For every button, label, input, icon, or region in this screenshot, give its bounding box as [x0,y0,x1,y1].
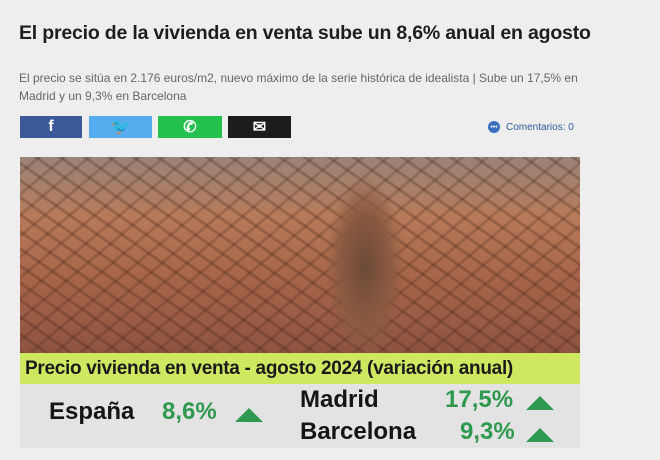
barcelona-aerial-photo [20,157,580,353]
mail-icon: ✉ [252,119,267,136]
change-value-madrid: 17,5% [445,386,514,413]
twitter-icon: 🐦 [110,119,131,136]
comment-bubble-icon: ••• [488,121,500,133]
facebook-icon: f [48,118,54,135]
place-label-barcelona: Barcelona [300,418,417,445]
facebook-share-button[interactable]: f [20,116,82,138]
whatsapp-icon: ✆ [183,119,197,136]
infographic-stats: España 8,6% Madrid 17,5% Barcelona 9,3% [20,384,580,448]
email-share-button[interactable]: ✉ [228,116,291,138]
up-arrow-icon [526,428,554,442]
up-arrow-icon [526,396,554,410]
change-value-espana: 8,6% [162,398,217,425]
article-subtitle: El precio se sitúa en 2.176 euros/m2, nu… [19,71,578,103]
whatsapp-share-button[interactable]: ✆ [158,116,222,138]
article-title: El precio de la vivienda en venta sube u… [19,22,591,44]
place-label-espana: España [49,398,135,425]
infographic-header: Precio vivienda en venta - agosto 2024 (… [20,353,580,384]
up-arrow-icon [235,408,263,422]
change-value-barcelona: 9,3% [460,418,515,445]
twitter-share-button[interactable]: 🐦 [89,116,152,138]
comments-count: Comentarios: 0 [506,121,574,133]
comments-link[interactable]: ••• Comentarios: 0 [488,121,574,133]
place-label-madrid: Madrid [300,386,379,413]
